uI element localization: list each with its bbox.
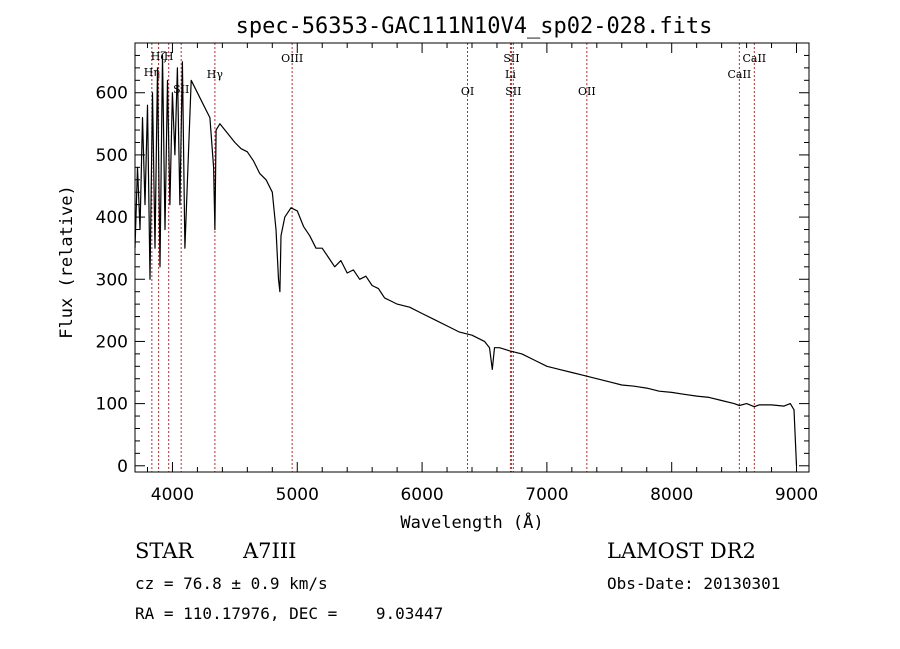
spectrum-line	[134, 54, 798, 466]
y-tick-label: 500	[96, 146, 128, 166]
x-tick-label: 8000	[650, 485, 693, 505]
feature-label: OI	[461, 85, 474, 98]
survey-release-label: LAMOST DR2	[607, 539, 756, 563]
feature-label: SII	[505, 85, 521, 98]
y-axis-label: Flux (relative)	[57, 185, 77, 339]
observation-date: Obs-Date: 20130301	[607, 574, 781, 593]
feature-label: CaII	[742, 52, 766, 65]
feature-label: Hη	[144, 66, 160, 79]
y-tick-label: 0	[117, 457, 128, 477]
feature-label: Li	[505, 68, 516, 81]
x-tick-label: 7000	[525, 485, 568, 505]
y-tick-label: 400	[96, 208, 128, 228]
x-tick-label: 5000	[276, 485, 319, 505]
feature-label: SII	[173, 83, 189, 96]
y-tick-label: 100	[96, 395, 128, 415]
y-tick-label: 600	[96, 84, 128, 104]
x-tick-label: 9000	[775, 485, 818, 505]
y-tick-label: 300	[96, 270, 128, 290]
feature-label: SII	[503, 52, 519, 65]
x-tick-label: 6000	[400, 485, 443, 505]
spectral-subclass-label: A7III	[243, 539, 297, 563]
feature-label: CaII	[728, 68, 752, 81]
y-tick-label: 200	[96, 332, 128, 352]
coordinates-readout: RA = 110.17976, DEC = 9.03447	[135, 604, 444, 623]
feature-label: H	[164, 50, 174, 63]
object-class-label: STAR	[135, 539, 194, 563]
x-axis-label: Wavelength (Å)	[400, 511, 543, 533]
feature-label: OIII	[281, 52, 303, 65]
x-tick-label: 4000	[151, 485, 194, 505]
feature-label: OII	[578, 85, 596, 98]
plot-frame	[134, 42, 810, 473]
feature-label: Hγ	[207, 68, 224, 81]
chart-title: spec-56353-GAC111N10V4_sp02-028.fits	[236, 14, 713, 39]
redshift-readout: cz = 76.8 ± 0.9 km/s	[135, 574, 328, 593]
